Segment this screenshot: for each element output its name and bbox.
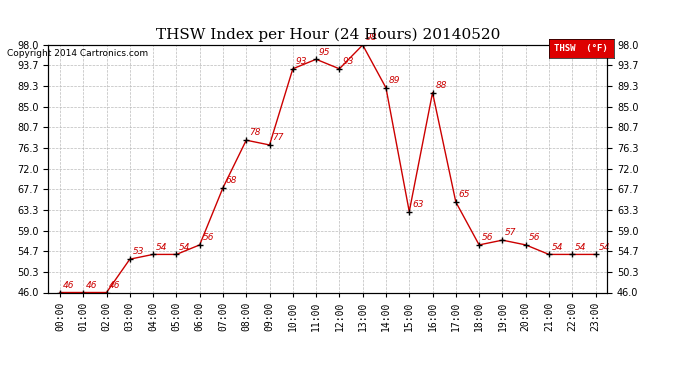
Title: THSW Index per Hour (24 Hours) 20140520: THSW Index per Hour (24 Hours) 20140520	[155, 28, 500, 42]
Text: 54: 54	[598, 243, 610, 252]
Text: 98: 98	[366, 33, 377, 42]
Text: 56: 56	[529, 233, 540, 242]
Text: Copyright 2014 Cartronics.com: Copyright 2014 Cartronics.com	[7, 49, 148, 58]
Text: 95: 95	[319, 48, 331, 57]
Text: 57: 57	[505, 228, 517, 237]
Text: 78: 78	[249, 128, 261, 137]
Text: 46: 46	[63, 281, 75, 290]
Text: 89: 89	[388, 76, 400, 85]
Text: 54: 54	[179, 243, 190, 252]
Text: 56: 56	[482, 233, 493, 242]
Text: 56: 56	[202, 233, 214, 242]
Text: 65: 65	[459, 190, 470, 199]
Text: 54: 54	[575, 243, 586, 252]
Text: 68: 68	[226, 176, 237, 185]
Text: 46: 46	[109, 281, 121, 290]
Text: 53: 53	[132, 248, 144, 256]
Text: 77: 77	[273, 133, 284, 142]
Text: 54: 54	[552, 243, 563, 252]
Text: 93: 93	[295, 57, 307, 66]
Text: 93: 93	[342, 57, 354, 66]
Text: 46: 46	[86, 281, 97, 290]
Text: 63: 63	[412, 200, 424, 209]
Text: 54: 54	[156, 243, 168, 252]
Text: THSW  (°F): THSW (°F)	[555, 44, 608, 53]
Text: 88: 88	[435, 81, 447, 90]
